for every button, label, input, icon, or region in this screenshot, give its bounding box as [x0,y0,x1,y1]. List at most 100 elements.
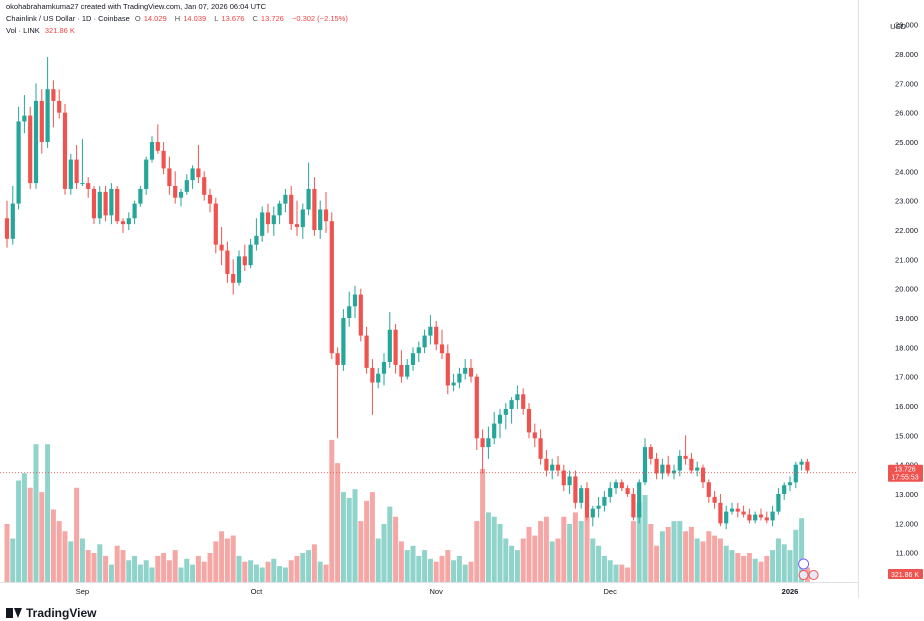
candle-body[interactable] [4,218,10,239]
candle-body[interactable] [718,502,723,524]
candle-body[interactable] [729,508,735,512]
candle-body[interactable] [300,209,305,228]
candle-body[interactable] [184,180,189,192]
candle-body[interactable] [190,168,195,181]
candle-body[interactable] [115,188,120,222]
candle-body[interactable] [689,458,694,471]
candle-body[interactable] [51,89,56,101]
candle-body[interactable] [677,455,682,471]
candle-body[interactable] [144,159,149,189]
candle-body[interactable] [660,464,665,474]
candle-body[interactable] [625,488,630,494]
candle-body[interactable] [782,485,787,494]
candle-body[interactable] [196,168,201,178]
candle-body[interactable] [207,194,213,204]
candle-body[interactable] [103,191,108,216]
candle-body[interactable] [642,447,648,483]
candle-body[interactable] [329,221,334,354]
candle-body[interactable] [747,514,752,521]
candle-body[interactable] [515,394,520,401]
candle-body[interactable] [486,438,491,448]
candle-body[interactable] [584,488,590,518]
flag-marker-icon[interactable] [798,570,809,580]
candle-body[interactable] [509,400,514,409]
candle-body[interactable] [265,212,271,225]
candle-body[interactable] [277,203,282,216]
candle-body[interactable] [283,194,288,204]
candle-body[interactable] [126,218,131,225]
candle-body[interactable] [544,458,549,471]
candle-body[interactable] [555,464,561,471]
candle-body[interactable] [376,373,381,383]
candle-body[interactable] [451,382,456,386]
candle-body[interactable] [370,367,375,383]
candle-body[interactable] [173,186,178,198]
tradingview-logo[interactable]: TradingView [6,606,96,620]
candle-body[interactable] [683,455,688,459]
candle-body[interactable] [654,458,659,474]
candle-body[interactable] [16,121,21,204]
candle-body[interactable] [352,294,358,307]
candle-body[interactable] [236,256,242,283]
candle-body[interactable] [254,235,259,245]
candle-body[interactable] [306,188,311,210]
candle-body[interactable] [68,159,73,189]
candle-body[interactable] [526,408,532,433]
candle-body[interactable] [480,438,485,448]
candle-body[interactable] [671,470,677,474]
candle-body[interactable] [62,112,68,189]
candle-body[interactable] [550,464,555,471]
candle-body[interactable] [695,467,700,471]
candle-body[interactable] [213,203,218,245]
candle-body[interactable] [706,482,711,497]
currency-label[interactable]: USD [890,22,906,31]
candle-body[interactable] [753,514,758,521]
candle-body[interactable] [422,335,427,348]
candle-body[interactable] [399,364,404,377]
candle-body[interactable] [149,142,155,160]
candle-body[interactable] [602,496,607,506]
candle-body[interactable] [468,367,474,377]
candle-body[interactable] [573,476,578,503]
candle-body[interactable] [22,115,27,122]
candle-body[interactable] [294,224,300,228]
candle-body[interactable] [28,115,33,184]
candle-body[interactable] [532,432,537,439]
candle-body[interactable] [45,89,50,142]
candle-body[interactable] [109,188,114,216]
candle-body[interactable] [579,488,584,503]
event-marker-icon[interactable] [798,558,810,570]
candle-body[interactable] [735,508,740,512]
candle-body[interactable] [631,494,636,518]
candle-body[interactable] [289,194,294,225]
candle-body[interactable] [381,362,387,374]
candle-body[interactable] [724,511,729,524]
candle-body[interactable] [405,364,410,377]
candle-body[interactable] [74,159,79,184]
candle-body[interactable] [741,511,746,515]
candle-body[interactable] [666,464,671,474]
candle-body[interactable] [132,203,137,219]
candle-body[interactable] [202,177,207,195]
candle-body[interactable] [590,508,595,518]
candle-body[interactable] [457,373,462,383]
candle-body[interactable] [799,461,804,465]
candle-body[interactable] [648,447,653,459]
candle-body[interactable] [567,476,572,486]
candle-body[interactable] [97,191,102,219]
candle-body[interactable] [39,100,44,142]
candle-body[interactable] [33,100,39,184]
candle-body[interactable] [770,511,775,521]
candle-body[interactable] [161,150,166,169]
candle-body[interactable] [538,438,543,459]
candle-body[interactable] [364,335,369,368]
symbol-name[interactable]: Chainlink / US Dollar · 1D · Coinbase [6,14,130,23]
candle-body[interactable] [86,183,91,189]
candle-body[interactable] [155,142,160,151]
candle-body[interactable] [776,494,781,512]
candle-body[interactable] [561,470,566,486]
candle-body[interactable] [712,496,717,503]
candle-body[interactable] [503,408,508,415]
candle-body[interactable] [700,467,706,483]
